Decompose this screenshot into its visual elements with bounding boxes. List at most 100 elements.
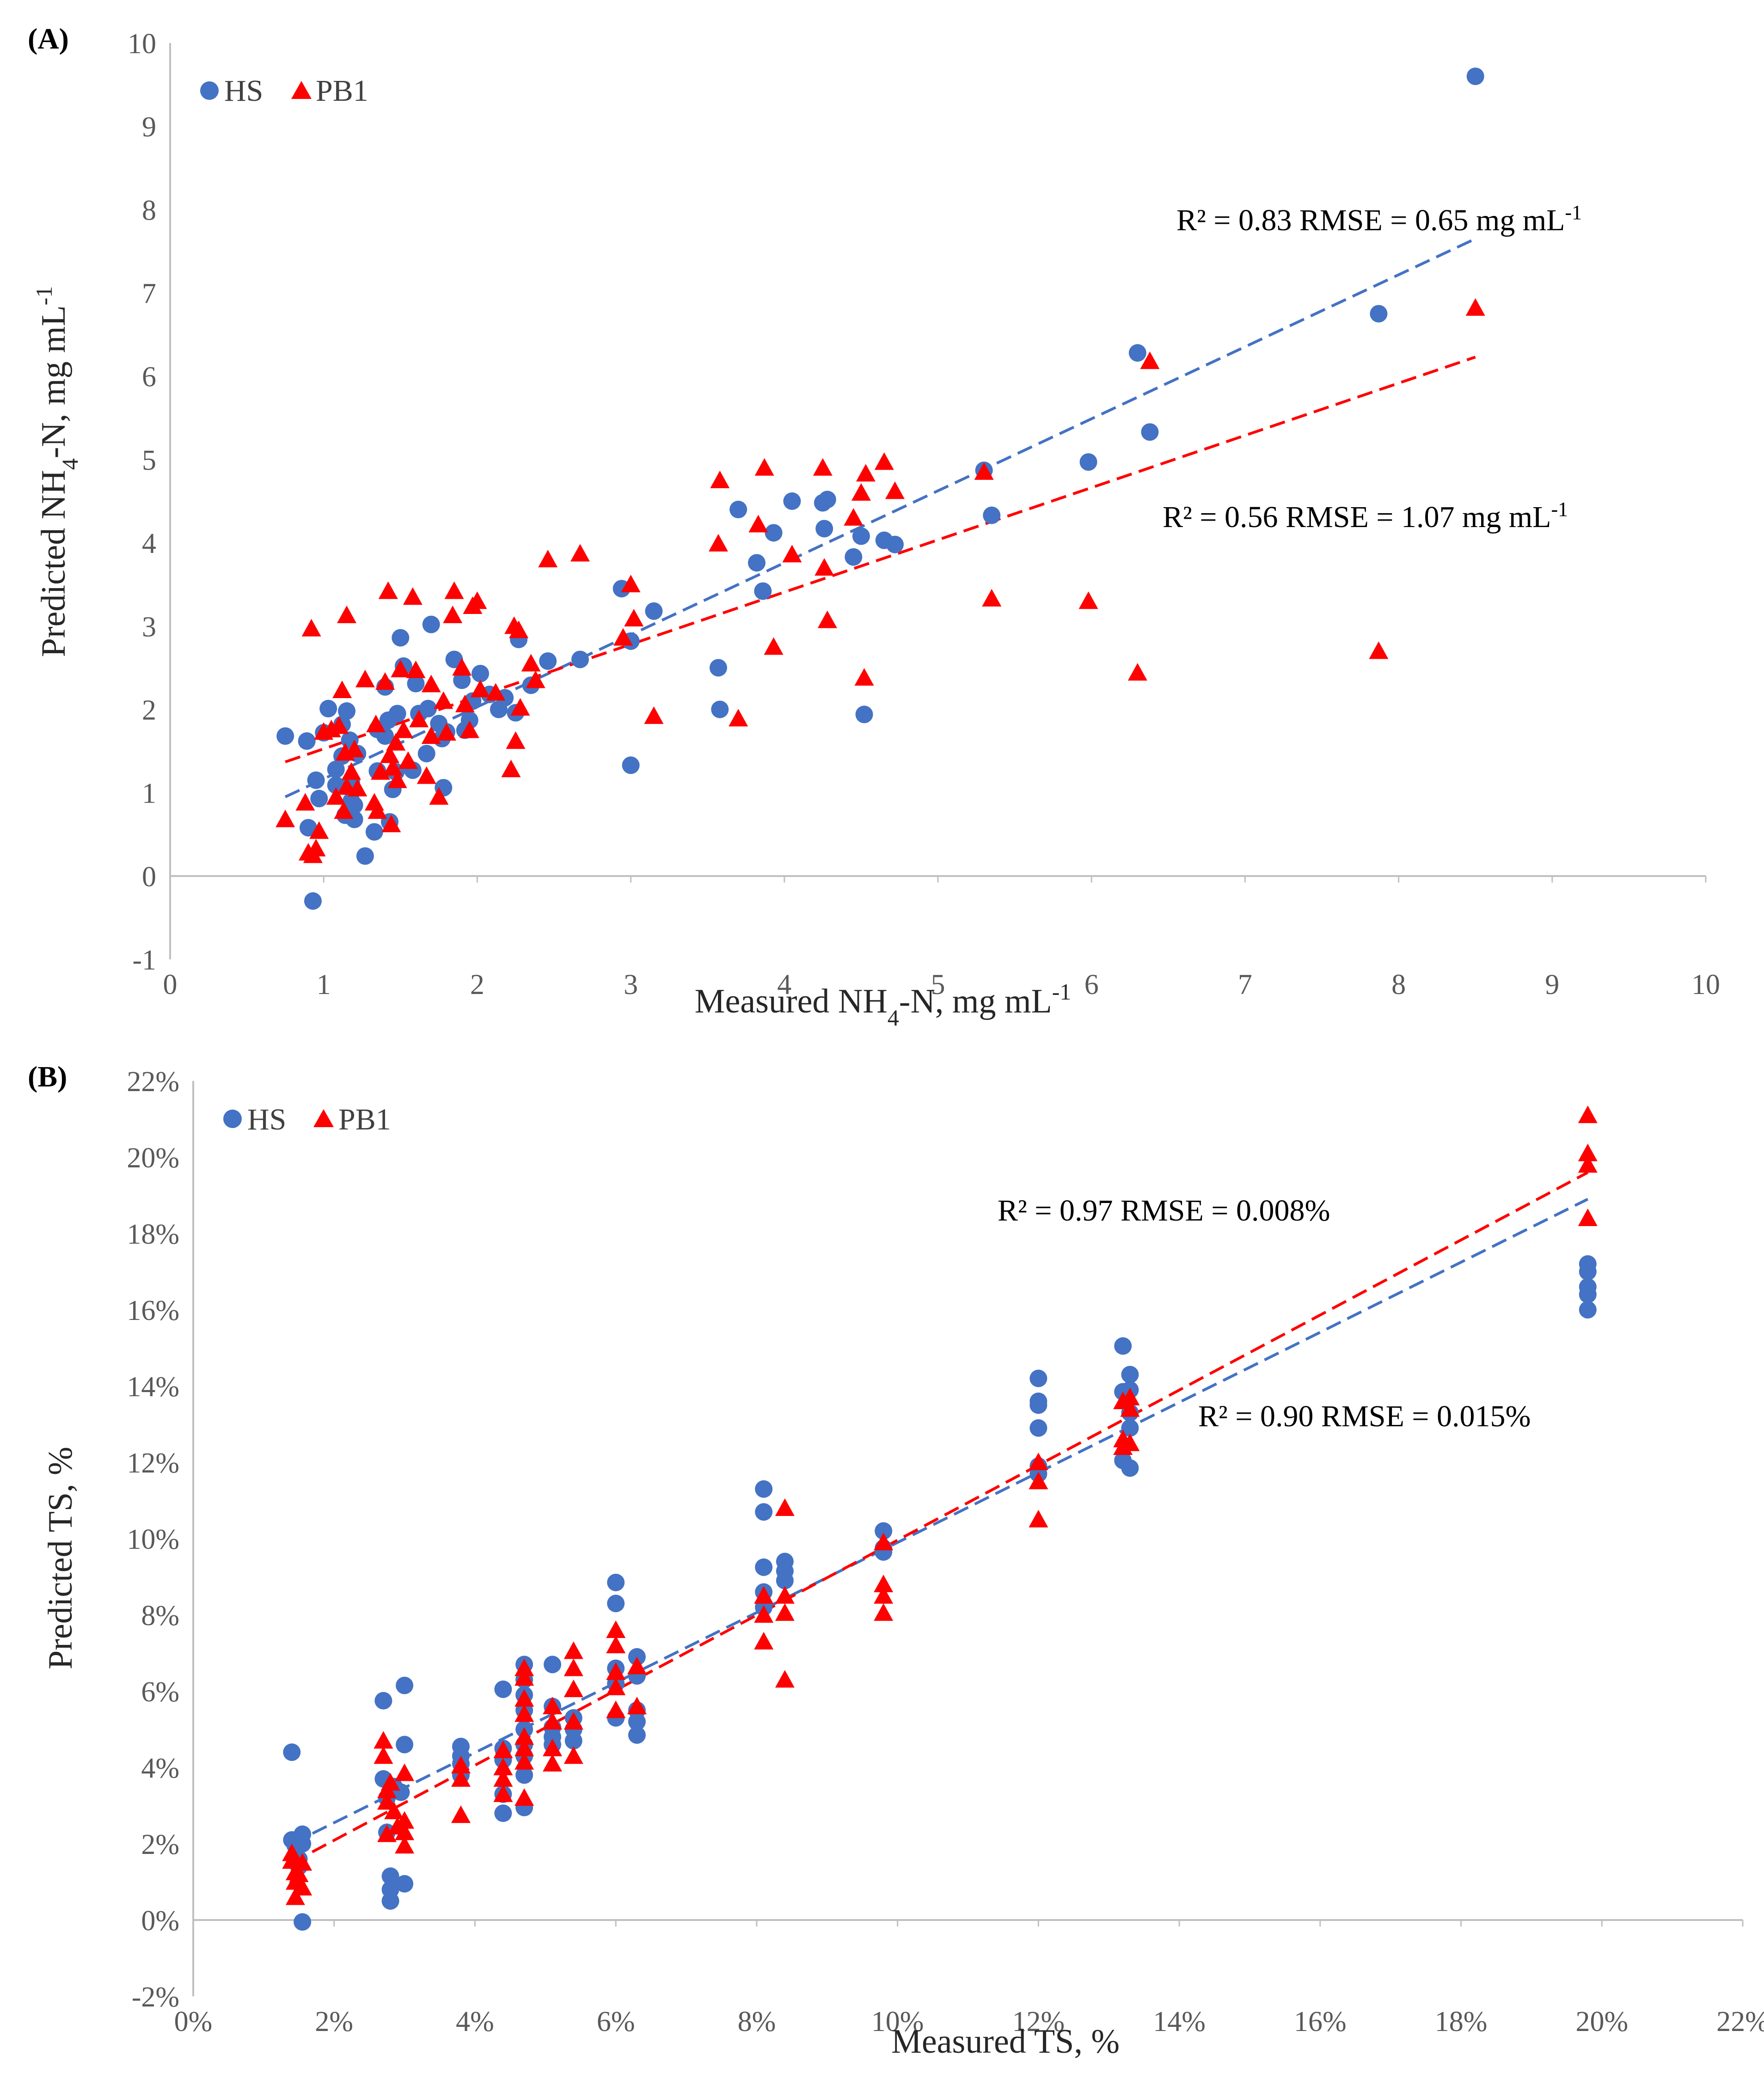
data-point-pb1 [332, 681, 352, 699]
data-point-pb1 [606, 1700, 626, 1718]
data-point-hs [276, 727, 294, 745]
y-tick-label: 6% [141, 1676, 179, 1708]
legend-hs-label: HS [247, 1103, 286, 1136]
data-point-hs [453, 671, 471, 689]
x-tick-label: 16% [1294, 2006, 1347, 2037]
data-point-hs [607, 1595, 625, 1613]
y-tick-label: 18% [127, 1219, 179, 1250]
panel-b-y-axis-title: Predicted TS, % [42, 1447, 80, 1669]
data-point-hs [711, 700, 729, 718]
x-tick-label: 8% [738, 2006, 776, 2037]
data-point-pb1 [1465, 298, 1485, 316]
data-point-hs [875, 1522, 893, 1540]
data-point-hs [294, 1835, 312, 1853]
data-point-pb1 [451, 1755, 471, 1773]
data-point-hs [783, 492, 801, 510]
data-point-pb1 [729, 709, 748, 727]
y-tick-label: 1 [142, 778, 156, 810]
data-point-pb1 [395, 1811, 415, 1829]
data-point-pb1 [276, 810, 295, 828]
data-point-pb1 [621, 575, 641, 593]
legend-hs-circle-icon [223, 1110, 242, 1128]
data-point-pb1 [754, 458, 774, 476]
data-point-hs [855, 706, 873, 724]
data-point-pb1 [538, 550, 558, 568]
data-point-hs [886, 535, 904, 553]
data-point-hs [345, 796, 363, 814]
data-point-pb1 [543, 1738, 563, 1756]
data-point-pb1 [851, 483, 871, 501]
data-point-hs [754, 582, 772, 600]
data-point-pb1 [467, 591, 487, 609]
data-point-pb1 [378, 581, 398, 599]
data-point-pb1 [377, 1824, 397, 1842]
data-point-hs [1466, 67, 1484, 86]
data-point-hs [374, 1692, 392, 1710]
data-point-pb1 [1578, 1155, 1598, 1173]
trendline-hs [291, 1198, 1589, 1845]
data-point-pb1 [514, 1727, 534, 1745]
y-tick-label: 4 [142, 528, 156, 559]
data-point-pb1 [874, 1603, 894, 1621]
data-point-pb1 [398, 751, 418, 769]
data-point-hs [815, 520, 833, 538]
data-point-pb1 [510, 698, 530, 716]
data-point-hs [1029, 1396, 1047, 1414]
data-point-hs [1029, 1369, 1047, 1387]
data-point-pb1 [627, 1697, 647, 1714]
data-point-pb1 [506, 731, 526, 749]
panel-b-points [282, 1105, 1598, 1931]
data-point-pb1 [493, 1784, 513, 1802]
panel-b: (B) 0% 2% 4% 6% 8% 10% 12% 14% 16% 18% 20% 22%-2%0%… [28, 1060, 1764, 2061]
data-point-pb1 [564, 1658, 583, 1676]
y-tick-label: 10 [128, 28, 156, 60]
data-point-hs [818, 491, 836, 509]
data-point-pb1 [375, 672, 395, 690]
data-point-pb1 [708, 534, 728, 552]
x-tick-label: 2% [315, 2006, 353, 2037]
data-point-pb1 [1578, 1105, 1598, 1123]
data-point-pb1 [471, 680, 490, 698]
panel-a-label: (A) [28, 22, 69, 55]
data-point-hs [755, 1480, 773, 1498]
data-point-hs [299, 819, 317, 837]
data-point-hs [983, 506, 1001, 524]
panel-b-ticks: 0% 2% 4% 6% 8% 10% 12% 14% 16% 18% 20% 22%-2%0%2%4%… [127, 1066, 1764, 2037]
data-point-pb1 [606, 1662, 626, 1680]
data-point-pb1 [384, 1801, 404, 1819]
data-point-pb1 [368, 801, 387, 819]
data-point-pb1 [380, 1773, 400, 1791]
data-point-pb1 [844, 508, 864, 526]
data-point-pb1 [754, 1586, 774, 1604]
data-point-hs [729, 501, 747, 519]
y-tick-label: 3 [142, 611, 156, 643]
data-point-hs [765, 524, 783, 542]
data-point-pb1 [564, 1746, 583, 1764]
data-point-hs [396, 1875, 414, 1893]
x-tick-label: 5 [931, 969, 945, 1000]
data-point-pb1 [395, 1822, 415, 1841]
data-point-pb1 [775, 1498, 795, 1516]
data-point-pb1 [374, 1746, 393, 1764]
data-point-hs [460, 711, 478, 729]
data-point-hs [419, 699, 437, 718]
data-point-pb1 [391, 659, 410, 677]
y-tick-label: 14% [127, 1371, 179, 1403]
data-point-pb1 [386, 733, 406, 751]
y-tick-label: -2% [132, 1982, 179, 2013]
legend-hs-circle-icon [200, 81, 219, 100]
data-point-pb1 [782, 545, 802, 563]
data-point-pb1 [1140, 351, 1160, 369]
panel-a-hs-annotation: R² = 0.83 RMSE = 0.65 mg mL-1 [1176, 201, 1582, 238]
data-point-pb1 [754, 1632, 774, 1650]
legend-pb1-label: PB1 [338, 1103, 391, 1136]
data-point-pb1 [1078, 591, 1098, 609]
data-point-hs [1029, 1419, 1047, 1437]
data-point-pb1 [748, 515, 768, 533]
data-point-hs [338, 702, 356, 720]
data-point-hs [356, 847, 374, 865]
legend-pb1-triangle-icon [313, 1109, 334, 1127]
data-point-pb1 [395, 1836, 415, 1854]
y-tick-label: 8% [141, 1600, 179, 1632]
